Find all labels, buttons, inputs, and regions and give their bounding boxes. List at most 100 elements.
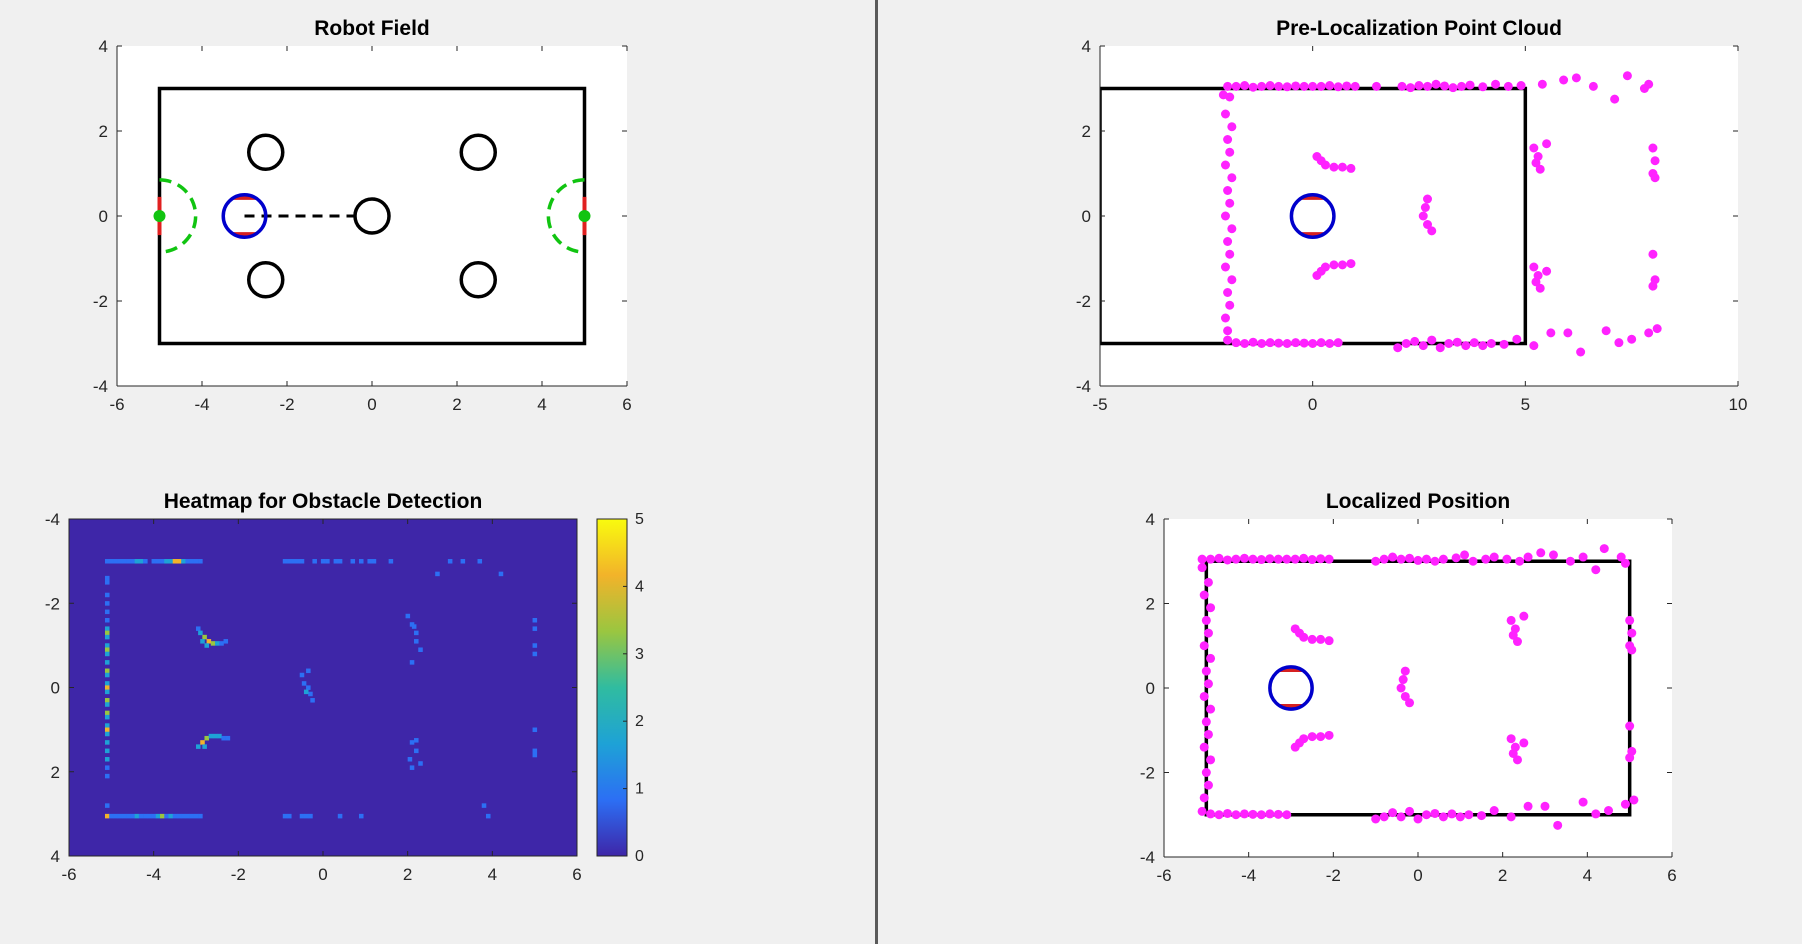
lidar-point xyxy=(1346,163,1356,173)
x-tick-label: 2 xyxy=(1498,866,1507,885)
lidar-point xyxy=(1203,729,1213,739)
colorbar-tick-label: 3 xyxy=(635,646,644,663)
lidar-point xyxy=(1203,577,1213,587)
lidar-point xyxy=(1299,632,1309,642)
heatmap-cell xyxy=(308,813,313,819)
lidar-point xyxy=(1265,338,1275,348)
lidar-point xyxy=(1413,814,1423,824)
lidar-point xyxy=(1274,338,1284,348)
heatmap-cell xyxy=(104,609,110,615)
heatmap-cell xyxy=(418,647,423,652)
lidar-point xyxy=(1265,81,1275,91)
x-tick-label: 0 xyxy=(367,395,376,414)
heatmap-cell xyxy=(367,559,372,564)
heatmap-cell xyxy=(104,740,110,745)
lidar-point xyxy=(1559,75,1569,85)
lidar-point xyxy=(1206,554,1216,564)
heatmap-cell xyxy=(303,813,309,819)
lidar-point xyxy=(1265,554,1275,564)
lidar-point xyxy=(1430,556,1440,566)
lidar-point xyxy=(1506,734,1516,744)
heatmap-cell xyxy=(164,813,169,819)
lidar-point xyxy=(1396,554,1406,564)
heatmap-cell xyxy=(337,559,343,564)
lidar-point xyxy=(1203,679,1213,689)
lidar-point xyxy=(1379,812,1389,822)
heatmap-cell xyxy=(104,773,110,779)
lidar-point xyxy=(1435,343,1445,353)
heatmap-cell xyxy=(306,685,311,690)
y-tick-label: -4 xyxy=(1140,848,1155,867)
lidar-point xyxy=(1627,334,1637,344)
heatmap-cell xyxy=(301,681,307,686)
heatmap-cell xyxy=(217,733,222,739)
chart-1: -5 0 5 10 -4 -2 0 2 4 Pre-Localization Point Clou… xyxy=(1076,17,1748,414)
lidar-point xyxy=(1346,259,1356,269)
heatmap-cell xyxy=(130,559,135,564)
lidar-point xyxy=(1423,220,1433,229)
lidar-point xyxy=(1431,79,1441,89)
lidar-point xyxy=(1220,211,1230,221)
heatmap-cell xyxy=(407,757,413,762)
goal-zone-center xyxy=(578,210,591,222)
lidar-point xyxy=(1201,768,1211,777)
x-tick-label: -6 xyxy=(61,865,76,884)
lidar-point xyxy=(1231,810,1241,820)
x-tick-label: -4 xyxy=(1241,866,1256,885)
lidar-point xyxy=(1201,615,1211,625)
lidar-point xyxy=(1457,81,1467,91)
x-tick-label: 5 xyxy=(1521,395,1530,414)
lidar-point xyxy=(1333,82,1343,92)
heatmap-cell xyxy=(435,571,440,577)
lidar-point xyxy=(1371,81,1381,91)
lidar-point xyxy=(1206,755,1216,765)
robot xyxy=(1289,193,1336,239)
obstacle xyxy=(247,261,285,299)
heatmap-cell xyxy=(138,559,144,564)
lidar-point xyxy=(1248,337,1258,347)
heatmap-cell xyxy=(295,559,301,564)
heatmap-cell xyxy=(337,813,343,819)
heatmap-cell xyxy=(104,660,110,665)
lidar-point xyxy=(1333,338,1343,348)
lidar-point xyxy=(1342,81,1352,91)
heatmap-cell xyxy=(121,559,127,564)
x-tick-label: 0 xyxy=(1308,395,1317,414)
heatmap-cell xyxy=(418,761,423,766)
lidar-point xyxy=(1231,81,1241,91)
heatmap-cell xyxy=(160,813,165,819)
lidar-point xyxy=(1516,81,1526,91)
lidar-point xyxy=(1405,698,1415,708)
pane-divider[interactable] xyxy=(875,0,878,944)
heatmap-cell xyxy=(388,559,394,564)
robot xyxy=(1268,665,1314,711)
lidar-point xyxy=(1324,636,1334,646)
lidar-point xyxy=(1273,809,1283,819)
y-tick-label: 4 xyxy=(1146,510,1155,529)
heatmap-cell xyxy=(130,813,135,819)
lidar-point xyxy=(1282,339,1292,348)
heatmap-cell xyxy=(198,559,203,564)
heatmap-cell xyxy=(109,559,114,564)
heatmap-cell xyxy=(320,559,326,564)
heatmap-cell xyxy=(172,559,178,564)
lidar-point xyxy=(1257,81,1267,91)
lidar-point xyxy=(1214,810,1224,820)
heatmap-cell xyxy=(104,765,110,770)
heatmap-cell xyxy=(104,592,110,598)
lidar-point xyxy=(1371,556,1381,566)
y-tick-label: 4 xyxy=(51,847,60,866)
heatmap-cell xyxy=(202,744,207,749)
heatmap-cell xyxy=(299,559,305,564)
heatmap-cell xyxy=(104,580,110,585)
chart-title: Robot Field xyxy=(314,17,429,40)
lidar-point xyxy=(1469,338,1479,348)
lidar-point xyxy=(1648,143,1658,153)
lidar-point xyxy=(1320,160,1330,170)
heatmap-cell xyxy=(104,757,110,762)
heatmap-cell xyxy=(104,617,110,623)
heatmap-cell xyxy=(181,559,186,564)
lidar-point xyxy=(1350,81,1360,91)
x-tick-label: -6 xyxy=(109,395,124,414)
lidar-point xyxy=(1337,260,1347,270)
